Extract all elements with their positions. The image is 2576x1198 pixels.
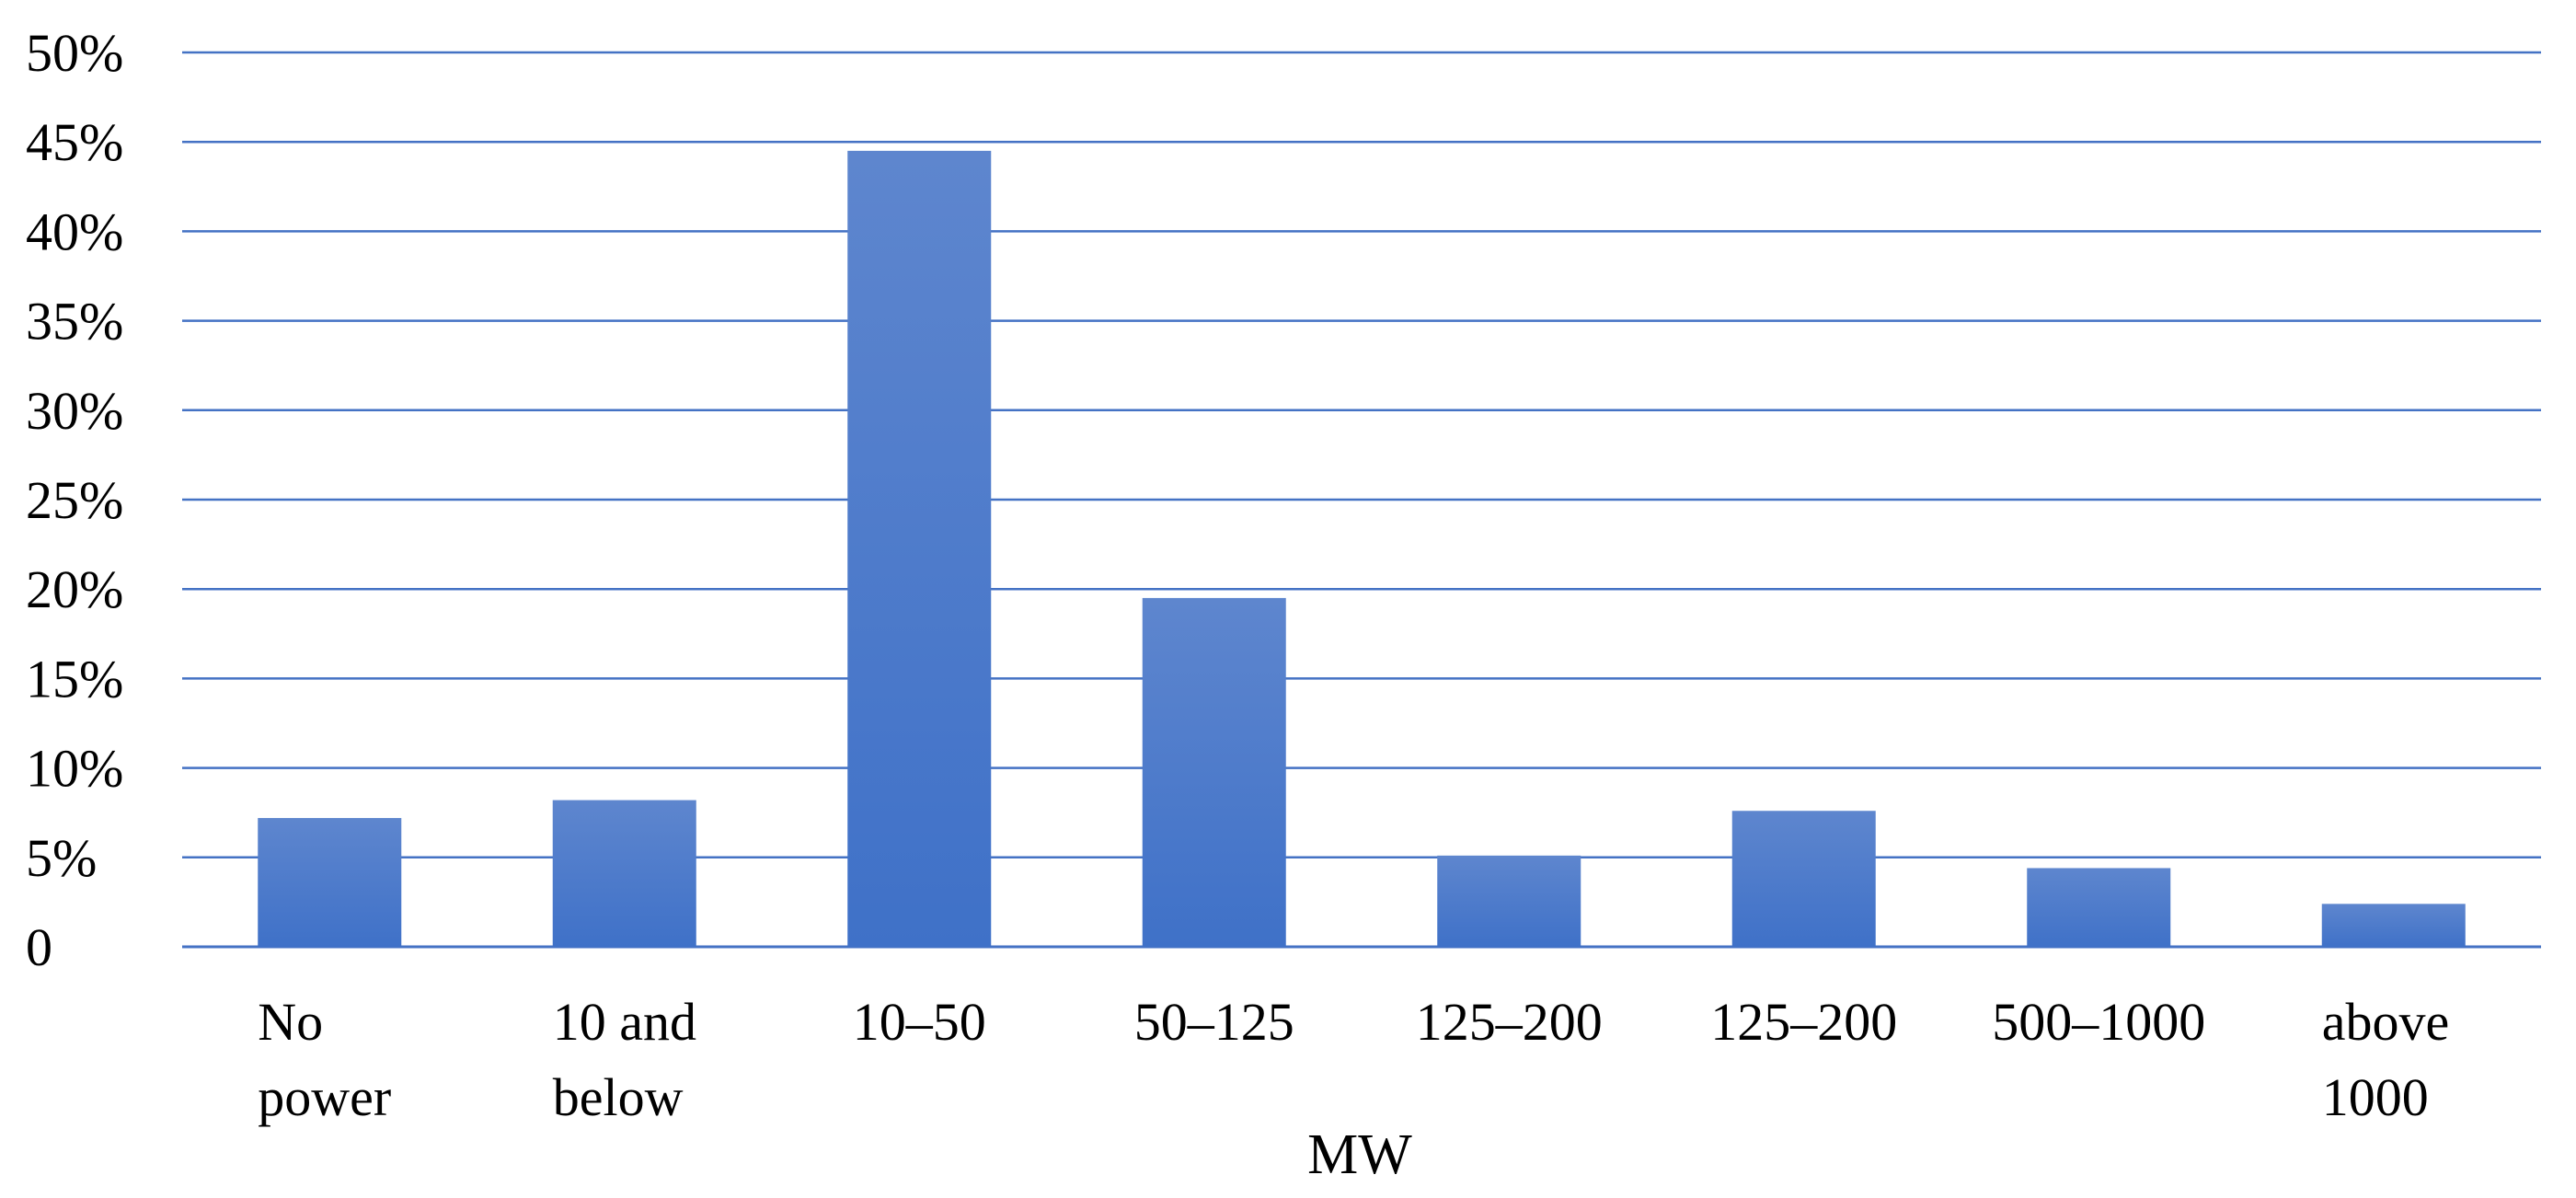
y-tick-label: 0 — [26, 917, 52, 977]
y-tick-label: 50% — [26, 23, 123, 83]
bar — [1731, 811, 1876, 947]
y-tick-labels: 0 5% 10% 15% 20% 25% 30% 35% 40% 45% 50% — [26, 23, 123, 977]
x-category-labels: No power 10 and below 10–50 50–125 125–200 125–… — [258, 992, 2449, 1127]
bars — [258, 150, 2466, 948]
x-category-label: 50–125 — [1134, 992, 1294, 1052]
bar — [552, 800, 696, 947]
gridlines — [182, 51, 2541, 949]
bar — [1142, 597, 1286, 947]
bar — [847, 150, 992, 948]
y-tick-label: 20% — [26, 559, 123, 619]
x-category-label: 10 and below — [553, 992, 696, 1127]
x-axis-title: MW — [1307, 1123, 1412, 1186]
bar — [2321, 904, 2466, 947]
y-tick-label: 10% — [26, 739, 123, 799]
y-tick-label: 25% — [26, 470, 123, 530]
x-category-label: No power — [258, 992, 391, 1127]
y-tick-label: 40% — [26, 202, 123, 261]
x-category-label: 125–200 — [1710, 992, 1897, 1052]
y-tick-label: 5% — [26, 828, 97, 888]
y-tick-label: 35% — [26, 292, 123, 351]
bar — [2027, 868, 2171, 947]
bar — [1437, 855, 1581, 947]
y-tick-label: 30% — [26, 381, 123, 441]
x-category-label: above 1000 — [2322, 992, 2450, 1127]
bar — [258, 818, 402, 947]
x-category-label: 125–200 — [1416, 992, 1603, 1052]
x-category-label: 500–1000 — [1992, 992, 2205, 1052]
y-tick-label: 45% — [26, 112, 123, 172]
y-tick-label: 15% — [26, 649, 123, 708]
x-category-label: 10–50 — [853, 992, 986, 1052]
